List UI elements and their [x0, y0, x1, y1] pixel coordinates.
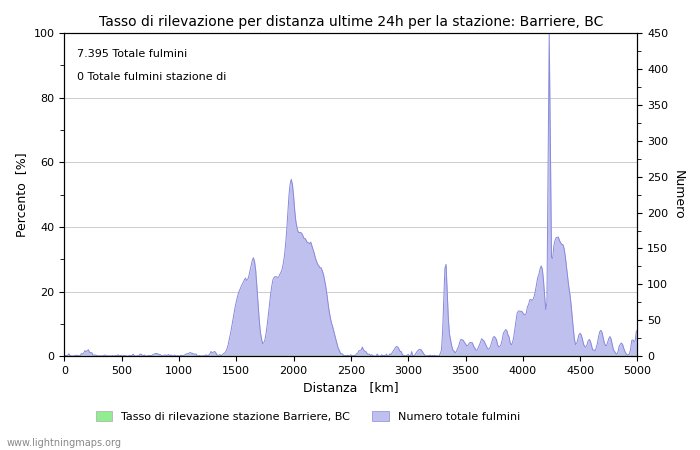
Y-axis label: Numero: Numero	[672, 170, 685, 220]
Title: Tasso di rilevazione per distanza ultime 24h per la stazione: Barriere, BC: Tasso di rilevazione per distanza ultime…	[99, 15, 603, 29]
Legend: Tasso di rilevazione stazione Barriere, BC, Numero totale fulmini: Tasso di rilevazione stazione Barriere, …	[91, 407, 525, 427]
Text: 0 Totale fulmini stazione di: 0 Totale fulmini stazione di	[77, 72, 226, 82]
Text: 7.395 Totale fulmini: 7.395 Totale fulmini	[77, 49, 187, 59]
Text: www.lightningmaps.org: www.lightningmaps.org	[7, 438, 122, 448]
Y-axis label: Percento  [%]: Percento [%]	[15, 152, 28, 237]
X-axis label: Distanza   [km]: Distanza [km]	[303, 382, 399, 395]
